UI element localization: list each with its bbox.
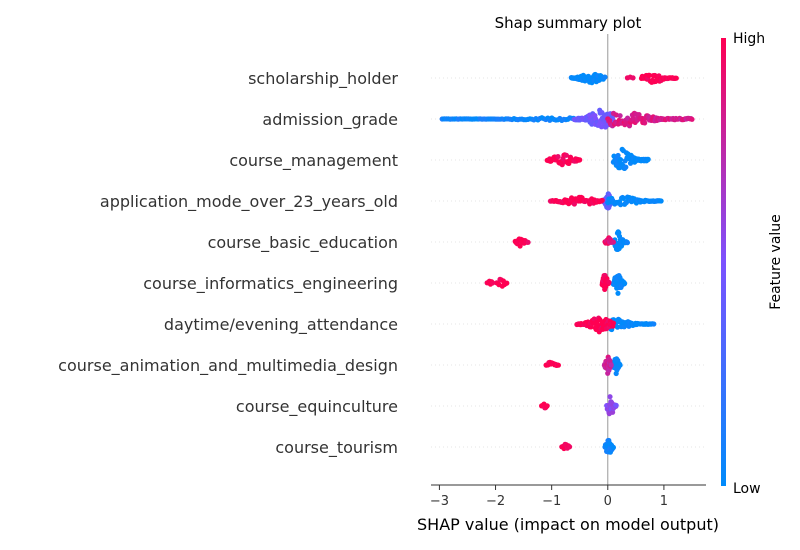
shap-point — [567, 444, 573, 450]
x-axis-title: SHAP value (impact on model output) — [417, 515, 719, 534]
feature-row-points — [559, 437, 617, 455]
shap-point — [544, 403, 550, 409]
x-tick-label: −2 — [486, 494, 505, 509]
feature-row-points — [568, 71, 679, 86]
colorbar — [721, 38, 726, 486]
feature-row-points — [547, 191, 664, 211]
feature-label: course_basic_education — [208, 233, 398, 253]
shap-point — [610, 320, 617, 326]
chart-title: Shap summary plot — [495, 14, 642, 32]
feature-labels: scholarship_holder admission_grade course_… — [58, 69, 398, 458]
feature-label: course_equinculture — [236, 397, 398, 417]
feature-row-points — [544, 146, 651, 171]
shap-point — [673, 75, 679, 81]
shap-point — [651, 321, 657, 327]
shap-point — [597, 316, 603, 323]
shap-point — [571, 201, 578, 207]
shap-point — [610, 444, 617, 451]
colorbar-low-label: Low — [733, 481, 761, 497]
shap-point — [614, 324, 621, 330]
shap-point — [689, 116, 695, 122]
row-gridlines — [431, 77, 706, 448]
feature-row-points — [543, 354, 623, 377]
feature-row-points — [574, 315, 657, 335]
shap-point — [630, 75, 636, 81]
x-axis-ticks: −3 −2 −1 0 1 — [430, 485, 668, 509]
shap-point — [577, 157, 583, 163]
feature-row-points — [439, 107, 695, 130]
feature-label: course_animation_and_multimedia_design — [58, 356, 398, 376]
feature-label: course_management — [229, 151, 398, 171]
feature-label: application_mode_over_23_years_old — [100, 192, 398, 212]
shap-point — [602, 74, 608, 80]
x-tick-label: 0 — [604, 494, 612, 509]
x-tick-label: 1 — [660, 494, 668, 509]
colorbar-high-label: High — [733, 31, 765, 47]
shap-point — [525, 239, 531, 245]
feature-row-points — [539, 394, 619, 417]
shap-point — [608, 362, 614, 368]
shap-point — [555, 362, 562, 368]
shap-point — [615, 290, 621, 296]
shap-point — [563, 152, 570, 158]
shap-point — [624, 240, 631, 246]
beeswarm-points — [439, 71, 695, 455]
x-tick-label: −3 — [430, 494, 449, 509]
feature-label: scholarship_holder — [248, 69, 398, 89]
shap-point — [490, 280, 496, 286]
feature-row-points — [512, 229, 631, 252]
shap-point — [623, 164, 629, 170]
shap-point — [646, 72, 653, 78]
feature-row-points — [484, 272, 628, 296]
shap-point — [622, 280, 628, 287]
shap-point — [658, 198, 664, 204]
shap-point — [613, 402, 619, 408]
shap-point — [642, 120, 648, 126]
feature-label: daytime/evening_attendance — [164, 315, 398, 335]
shap-point — [555, 154, 561, 160]
shap-point — [618, 202, 624, 208]
feature-label: course_tourism — [275, 438, 398, 458]
shap-point — [615, 152, 621, 159]
shap-point — [617, 157, 624, 163]
shap-point — [606, 279, 612, 285]
feature-label: admission_grade — [262, 110, 398, 130]
shap-point — [598, 124, 605, 130]
shap-point — [617, 362, 623, 368]
shap-point — [617, 113, 623, 119]
shap-point — [607, 394, 613, 400]
x-tick-label: −1 — [542, 494, 561, 509]
feature-label: course_informatics_engineering — [143, 274, 398, 294]
colorbar-title: Feature value — [768, 214, 784, 310]
shap-point — [504, 280, 510, 286]
shap-point — [610, 239, 617, 245]
shap-point — [645, 156, 651, 162]
shap-point — [599, 197, 605, 203]
